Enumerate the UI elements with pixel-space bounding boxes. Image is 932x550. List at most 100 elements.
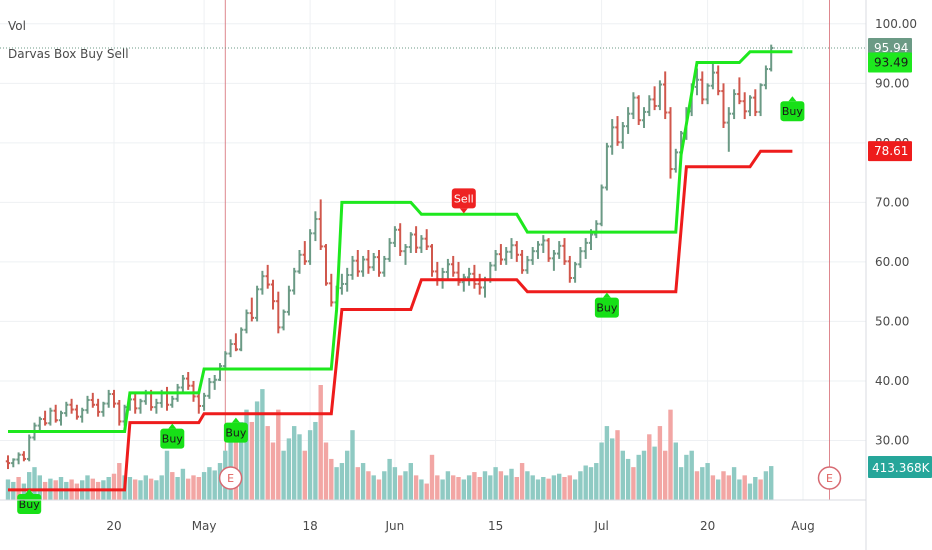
volume-bar	[567, 475, 572, 500]
legend-volume[interactable]: Vol	[8, 19, 26, 33]
volume-bar	[726, 475, 731, 500]
price-bar	[249, 297, 254, 322]
price-bar	[530, 247, 535, 265]
x-tick-label[interactable]: 20	[700, 519, 715, 533]
price-bar	[376, 250, 382, 277]
volume-bar	[588, 467, 594, 500]
volume-bar	[440, 479, 445, 500]
volume-bar	[419, 479, 424, 500]
price-bar	[541, 235, 546, 253]
buy-signal-label[interactable]: Buy	[223, 417, 248, 443]
volume-bar	[286, 438, 292, 500]
volume-bar	[164, 450, 170, 500]
price-bar	[292, 267, 297, 295]
price-bar	[546, 238, 551, 262]
earnings-marker[interactable]: E	[218, 466, 243, 490]
price-bar	[133, 392, 138, 414]
sell-signal-label[interactable]: Sell	[451, 188, 476, 214]
x-tick-label[interactable]: Aug	[791, 519, 814, 533]
volume-bar	[37, 475, 42, 500]
price-bar	[164, 386, 170, 411]
signal-pointer	[25, 489, 34, 495]
volume-bar	[339, 463, 345, 500]
x-tick-label[interactable]: May	[192, 519, 217, 533]
x-tick-label[interactable]: 18	[302, 519, 317, 533]
price-bar	[307, 229, 313, 265]
price-bar	[111, 389, 117, 408]
volume-bar	[345, 450, 350, 500]
price-bar	[572, 261, 578, 283]
price-bar	[498, 244, 504, 265]
volume-bar	[260, 389, 265, 500]
volume-bar	[620, 450, 625, 500]
price-bar	[37, 416, 42, 432]
volume-bar	[382, 471, 387, 500]
price-bar	[753, 89, 758, 117]
price-bar	[302, 241, 307, 265]
y-tick-label: 50.00	[875, 314, 909, 328]
price-bar	[138, 398, 143, 414]
price-bar	[355, 250, 360, 277]
volume-bar	[641, 450, 647, 500]
darvas-box-upper-line	[8, 50, 793, 433]
price-bar	[64, 401, 69, 417]
price-bar	[694, 68, 700, 96]
price-bar	[90, 392, 95, 408]
price-bar	[716, 65, 721, 96]
x-tick-label[interactable]: Jun	[385, 519, 405, 533]
volume-bar	[249, 421, 254, 500]
volume-bar	[371, 475, 376, 500]
volume-bar	[657, 426, 663, 500]
buy-signal-label[interactable]: Buy	[780, 96, 805, 122]
time-axis-ticks[interactable]: 20 May 18 Jun 15 Jul 20 Aug	[106, 519, 814, 533]
x-tick-label[interactable]: 20	[106, 519, 121, 533]
price-bar	[419, 235, 424, 253]
y-tick-label: 70.00	[875, 195, 909, 209]
volume-bar	[551, 475, 557, 500]
price-bar	[180, 375, 186, 393]
price-bar	[387, 238, 392, 262]
price-bar	[599, 184, 604, 227]
signal-box	[594, 297, 619, 318]
price-bar	[620, 122, 625, 149]
signal-text: Buy	[596, 302, 618, 315]
x-tick-label[interactable]: Jul	[593, 519, 608, 533]
volume-bar	[355, 467, 360, 500]
volume-bar	[32, 467, 37, 500]
legend-indicator[interactable]: Darvas Box Buy Sell	[8, 47, 129, 61]
price-bar	[53, 404, 58, 423]
price-bar	[742, 92, 747, 120]
volume-bar	[191, 475, 196, 500]
price-bar	[276, 291, 281, 334]
volume-bar	[557, 473, 562, 500]
buy-signal-label[interactable]: Buy	[594, 292, 619, 318]
price-axis-background[interactable]	[866, 0, 932, 500]
price-bar	[615, 116, 620, 146]
price-bar	[101, 401, 106, 417]
volume-bar	[525, 471, 530, 500]
x-tick-label[interactable]: 15	[488, 519, 503, 533]
price-bar	[345, 267, 350, 292]
volume-bar	[572, 479, 578, 500]
price-bar	[233, 333, 239, 352]
volume-bar	[466, 475, 472, 500]
buy-signal-label[interactable]: Buy	[17, 489, 42, 515]
y-tick-label: 60.00	[875, 255, 909, 269]
price-bar	[663, 71, 668, 120]
price-bar	[339, 273, 345, 295]
price-bar	[440, 267, 445, 289]
signal-markers[interactable]: Buy Buy Buy Sell Buy Buy	[17, 96, 805, 515]
earnings-marker[interactable]: E	[817, 466, 842, 490]
price-bar	[366, 250, 371, 274]
buy-signal-label[interactable]: Buy	[160, 423, 185, 449]
y-tick-label: 40.00	[875, 374, 909, 388]
price-bar	[504, 247, 509, 265]
volume-bar	[307, 430, 313, 500]
volume-bar	[329, 458, 334, 500]
volume-bar	[323, 442, 329, 500]
price-bar	[58, 410, 64, 426]
price-bar	[196, 392, 201, 414]
price-bar	[466, 267, 472, 286]
